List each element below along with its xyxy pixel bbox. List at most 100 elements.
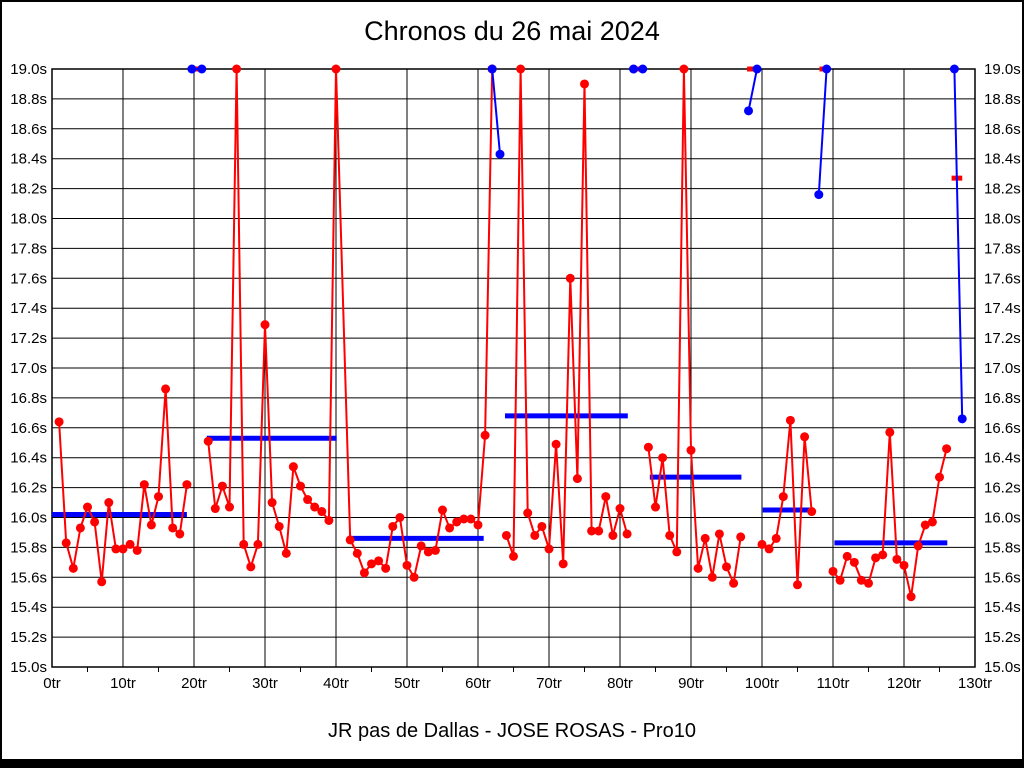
x-axis-tick-label: 60tr [465,675,491,692]
bottom-border-bar [2,759,1022,766]
lap-time-point [416,541,426,551]
lap-time-point [771,533,781,543]
lap-time-point [643,442,653,452]
lap-time-point [686,445,696,455]
lap-time-point [714,529,724,539]
lap-time-point [707,572,717,582]
lap-time-point [658,453,668,463]
y-axis-tick-label-right: 18.0s [984,211,1021,228]
lap-time-point [729,578,739,588]
boundary-point [752,64,762,74]
lap-time-point [856,575,866,585]
lap-time-point [871,553,881,563]
lap-time-point [793,580,802,590]
lap-time-point [665,530,675,540]
lap-time-point [54,417,64,427]
lap-time-point [217,481,227,491]
lap-time-line [647,68,742,585]
lap-time-point [260,320,270,330]
lap-time-point [345,535,355,545]
y-axis-tick-label-right: 18.8s [984,91,1021,108]
lap-time-point [317,507,327,517]
lap-time-point [473,520,483,530]
lap-time-point [864,578,873,588]
lap-time-point [210,504,220,514]
lap-time-point [246,562,256,572]
lap-time-point [288,462,298,472]
lap-time-point [395,513,405,522]
boundary-point [744,106,754,116]
lap-time-point [75,523,85,533]
lap-time-point [118,544,128,554]
lap-time-point [154,492,163,502]
lap-time-point [516,64,526,74]
lap-time-point [97,577,107,587]
lap-time-point [509,551,518,561]
lap-time-point [409,572,419,582]
lap-time-point [622,529,632,539]
lap-time-point [310,502,320,512]
y-axis-tick-label-left: 18.2s [10,181,47,198]
lap-time-point [381,563,391,573]
lap-time-point [849,557,859,567]
lap-time-point [239,539,249,549]
lap-time-point [423,547,433,557]
lap-time-point [594,526,604,536]
lap-time-point [374,556,384,566]
boundary-connector-line [747,68,758,112]
x-axis-tick-label: 80tr [607,675,633,692]
lap-time-point [466,514,476,524]
x-axis-tick-label: 130tr [958,675,992,692]
lap-time-point [892,554,902,564]
y-axis-tick-label-left: 17.8s [10,240,47,257]
x-axis-tick-label: 110tr [816,675,849,692]
y-axis-tick-label-left: 15.2s [10,629,47,646]
y-axis-tick-label-left: 16.6s [10,420,47,437]
lap-time-point [736,532,746,542]
lap-time-point [913,541,923,551]
lap-time-point [885,427,895,437]
lap-time-point [139,480,149,490]
lap-time-point [523,508,533,518]
lap-time-point [225,502,234,512]
lap-time-point [430,545,440,555]
lap-time-line [761,419,813,586]
y-axis-tick-label-right: 17.8s [984,240,1021,257]
lap-time-point [232,64,242,74]
chart-footer: JR pas de Dallas - JOSE ROSAS - Pro10 [328,720,696,742]
boundary-point [638,64,648,74]
x-axis-tick-label: 0tr [43,675,61,692]
y-axis-tick-label-left: 15.8s [10,539,47,556]
lap-time-point [480,430,490,440]
lap-time-point [445,523,455,533]
lap-time-point [906,592,916,602]
y-axis-tick-label-left: 19.0s [10,61,47,78]
lap-time-point [274,521,284,531]
lap-time-point [651,502,660,512]
x-axis-tick-label: 30tr [252,675,278,692]
boundary-connector-line [953,68,964,419]
lap-time-point [267,498,277,508]
lap-time-point [722,562,731,572]
y-axis-tick-label-right: 15.4s [984,599,1021,616]
lap-time-point [132,545,142,555]
lap-time-point [281,548,291,558]
boundary-point [949,64,959,74]
boundary-point [197,64,207,74]
lap-time-line [832,431,948,598]
y-axis-tick-label-right: 18.6s [984,121,1021,138]
x-axis-tick-label: 70tr [536,675,562,692]
x-axis-tick-label: 90tr [678,675,704,692]
y-axis-tick-label-right: 15.0s [984,659,1021,676]
lap-time-point [565,273,575,283]
boundary-connector-line [817,68,828,195]
lap-time-point [125,539,135,549]
lap-time-line [505,68,629,565]
y-axis-tick-label-right: 16.4s [984,450,1021,467]
lap-time-point [615,504,625,514]
lap-time-point [807,507,817,517]
lap-time-line [207,68,494,579]
lap-time-point [608,530,618,540]
